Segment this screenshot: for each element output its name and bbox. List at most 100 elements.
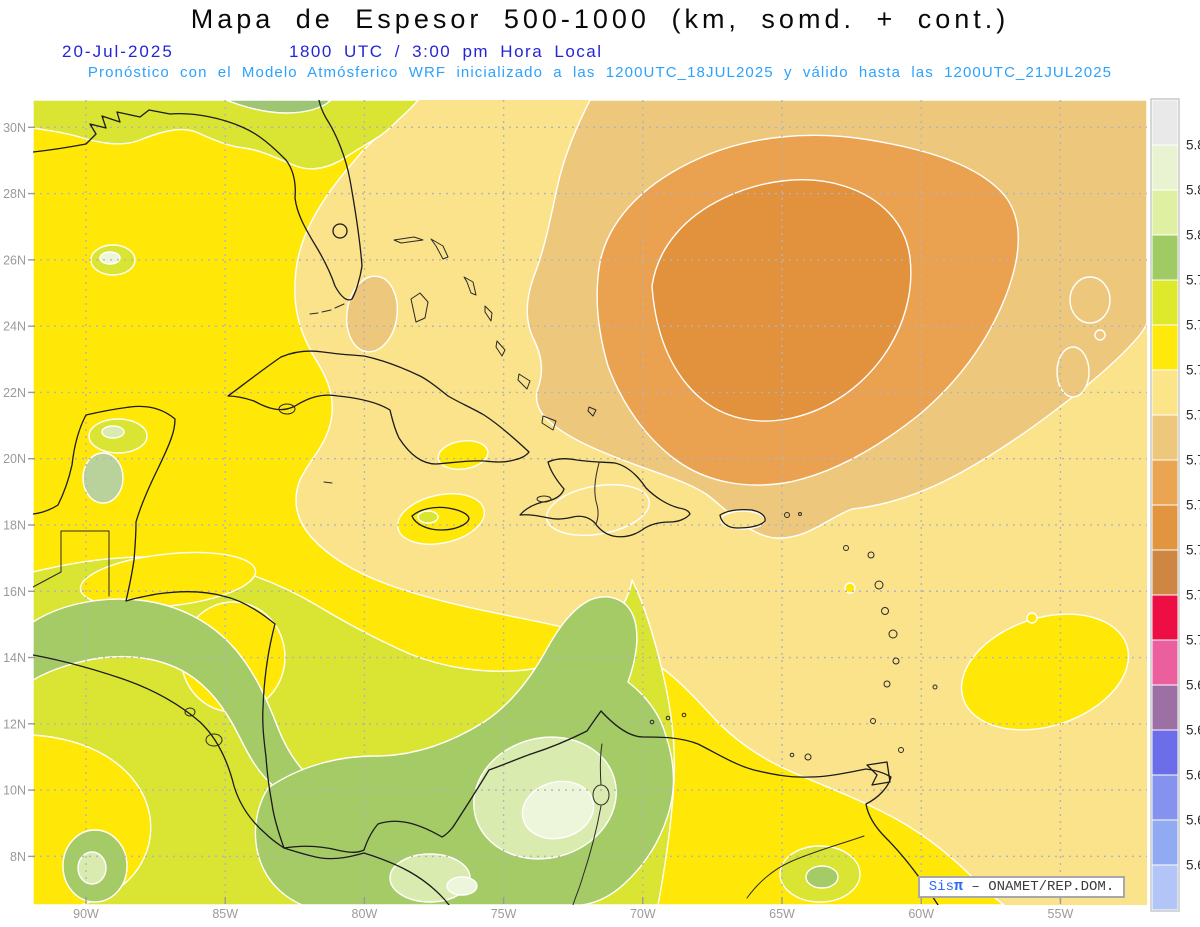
legend-color-cell: [1151, 639, 1179, 686]
legend-color-cell: [1151, 864, 1179, 911]
lon-label: 75W: [491, 907, 517, 921]
region-green-venezuela-core: [805, 865, 839, 889]
coastline-jamaica: [411, 506, 470, 531]
legend-color-cell: [1151, 504, 1179, 551]
lat-label: 18N: [3, 518, 26, 532]
legend-value-label: 5.831: [1186, 138, 1200, 153]
legend-color-cell: [1151, 369, 1179, 416]
lon-label: 65W: [769, 907, 795, 921]
legend-color-cell: [1151, 189, 1179, 236]
region-yellow-jamaica: [396, 493, 486, 545]
border-guatemala-belize: [33, 530, 110, 597]
legend-color-cell: [1151, 324, 1179, 371]
legend-color-cell: [1151, 819, 1179, 866]
legend-border: [1150, 98, 1180, 912]
forecast-date: 20-Jul-2025: [62, 42, 174, 61]
rivers-south-america: [572, 743, 865, 905]
coastlines: [33, 100, 939, 905]
lat-label: 24N: [3, 320, 26, 334]
coastline-cayman: [323, 481, 333, 484]
region-yellow-dot1: [1026, 612, 1038, 624]
legend-value-label: 5.7: [1186, 633, 1200, 648]
coastline-gulf-florida: [33, 100, 363, 301]
legend-value-label: 5.676: [1186, 723, 1200, 738]
legend-value-label: 5.688: [1186, 678, 1200, 693]
lat-label: 28N: [3, 187, 26, 201]
region-pgreen-colombia-core2: [446, 876, 478, 896]
coastline-hispaniola: [519, 458, 691, 538]
legend-value-label: 5.783: [1186, 318, 1200, 333]
header-datetime-row: 20-Jul-2025 1800 UTC / 3:00 pm Hora Loca…: [0, 42, 1200, 62]
region-green-top-sliver: [225, 100, 332, 114]
legend-color-cell: [1151, 594, 1179, 641]
lon-label: 55W: [1048, 907, 1074, 921]
border-haiti-dr: [594, 462, 600, 525]
coastline-florida-keys: [309, 303, 345, 315]
legend-color-cell: [1151, 459, 1179, 506]
region-ygreen-jamaica-dot: [417, 510, 439, 524]
legend-value-label: 5.736: [1186, 498, 1200, 513]
legend-value-label: 5.819: [1186, 183, 1200, 198]
lon-label: 85W: [212, 907, 238, 921]
legend-color-cell: [1151, 549, 1179, 596]
lon-label: 80W: [352, 907, 378, 921]
region-tan-east-blob1: [1069, 276, 1111, 324]
legend-value-label: 5.664: [1186, 768, 1200, 783]
coastline-south-central-america: [33, 405, 939, 905]
lon-label: 70W: [630, 907, 656, 921]
lakes-nicaragua: [184, 707, 223, 747]
legend-color-cell: [1151, 414, 1179, 461]
region-tan-east-dot: [1094, 329, 1106, 341]
coastline-trinidad: [866, 761, 891, 786]
graticule: [33, 100, 1147, 905]
legend-color-cell: [1151, 234, 1179, 281]
region-gulf-blob-a-core: [99, 251, 121, 265]
lat-label: 14N: [3, 651, 26, 665]
longitude-axis: 90W 85W 80W 75W 70W 65W 60W 55W: [73, 897, 1073, 921]
lat-label: 26N: [3, 253, 26, 267]
coastline-bahamas: [393, 236, 597, 431]
lake-okeechobee: [332, 223, 348, 239]
legend-value-label: 5.64: [1186, 858, 1200, 873]
color-legend: 5.831 5.819 5.807 5.795 5.783 5.772 5.76 5.748 5…: [1150, 98, 1200, 912]
legend-value-label: 5.807: [1186, 228, 1200, 243]
attribution-agency: – ONAMET/REP.DOM.: [971, 879, 1115, 895]
legend-color-cell: [1151, 684, 1179, 731]
coastline-puerto-rico: [719, 509, 766, 529]
pi-icon: π: [953, 878, 963, 895]
page-title: Mapa de Espesor 500-1000 (km, somd. + co…: [190, 4, 1010, 34]
region-tan-east-blob2: [1056, 346, 1090, 398]
region-yellow-dot2: [844, 582, 856, 594]
coastline-gonave: [536, 495, 552, 503]
legend-value-label: 5.76: [1186, 408, 1200, 423]
legend-color-cell: [1151, 729, 1179, 776]
region-sage-yucatan: [82, 452, 124, 504]
lat-label: 20N: [3, 452, 26, 466]
legend-value-label: 5.712: [1186, 588, 1200, 603]
coastline-cuba: [227, 350, 530, 465]
region-pgreen-colombia-core: [521, 780, 595, 840]
lon-label: 60W: [908, 907, 934, 921]
legend-color-cell: [1151, 99, 1179, 146]
legend-color-cell: [1151, 279, 1179, 326]
coastline-lesser-antilles: [649, 512, 938, 761]
contour-fills: [33, 100, 1147, 905]
legend-value-label: 5.795: [1186, 273, 1200, 288]
region-gulf-blob-b-core: [101, 425, 125, 439]
lake-maracaibo: [592, 784, 610, 806]
legend-color-cell: [1151, 144, 1179, 191]
lat-label: 10N: [3, 784, 26, 798]
region-ygreen-top-band: [33, 100, 419, 170]
legend-color-cell: [1151, 774, 1179, 821]
lat-label: 12N: [3, 717, 26, 731]
legend-value-label: 5.652: [1186, 813, 1200, 828]
region-tan-florida-keys: [345, 275, 399, 353]
lon-label: 90W: [73, 907, 99, 921]
coastline-isla-juventud: [278, 403, 296, 415]
lat-label: 30N: [3, 121, 26, 135]
lat-label: 16N: [3, 585, 26, 599]
legend-value-label: 5.772: [1186, 363, 1200, 378]
attribution-box: Sisπ – ONAMET/REP.DOM.: [918, 876, 1125, 898]
